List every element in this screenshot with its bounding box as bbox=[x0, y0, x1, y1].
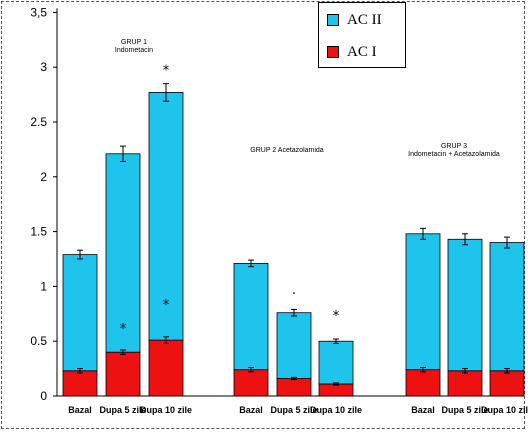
significance-marker: * bbox=[120, 322, 127, 337]
bar-ac-i bbox=[318, 383, 354, 397]
bar-ac-ii bbox=[148, 92, 184, 341]
legend: AC II AC I bbox=[318, 2, 406, 68]
legend-swatch-ac-i bbox=[327, 46, 339, 58]
group-label: GRUP 3 bbox=[441, 143, 467, 150]
significance-marker: * bbox=[163, 298, 170, 313]
legend-swatch-ac-ii bbox=[327, 14, 339, 26]
significance-marker: * bbox=[333, 309, 340, 324]
bar-ac-i bbox=[489, 370, 525, 397]
x-category-label: Dupa 10 zile bbox=[310, 405, 362, 415]
bar-ac-ii bbox=[233, 262, 269, 371]
legend-label-ac-ii: AC II bbox=[347, 11, 382, 28]
bar-ac-ii bbox=[318, 340, 354, 385]
x-category-label: Bazal bbox=[411, 405, 435, 415]
bar-ac-i bbox=[148, 339, 184, 397]
bar-ac-ii bbox=[489, 242, 525, 372]
bar-ac-i bbox=[62, 370, 98, 397]
y-tick-label: 2.5 bbox=[30, 115, 47, 129]
legend-entry-ac-ii: AC II bbox=[327, 12, 382, 28]
y-tick-label: 3,5 bbox=[30, 5, 47, 19]
group-label: Indometacin + Acetazolamida bbox=[408, 151, 500, 158]
bar-ac-ii bbox=[276, 312, 312, 379]
y-tick-label: 0 bbox=[40, 389, 47, 403]
bar-ac-ii bbox=[447, 238, 483, 372]
x-category-label: Dupa 10 zile bbox=[481, 405, 528, 415]
legend-entry-ac-i: AC I bbox=[327, 44, 377, 60]
y-tick-label: 0.5 bbox=[30, 334, 47, 348]
x-category-label: Bazal bbox=[239, 405, 263, 415]
bar-ac-ii bbox=[405, 233, 441, 371]
bar-ac-ii bbox=[105, 153, 141, 353]
x-category-label: Dupa 5 zile bbox=[270, 405, 317, 415]
group-label: GRUP 1 bbox=[121, 39, 147, 46]
legend-label-ac-i: AC I bbox=[347, 43, 377, 60]
y-tick-label: 3 bbox=[40, 60, 47, 74]
y-tick-label: 1.5 bbox=[30, 225, 47, 239]
bar-ac-i bbox=[405, 369, 441, 397]
significance-marker: * bbox=[163, 63, 170, 78]
bar-ac-i bbox=[105, 351, 141, 397]
group-label: GRUP 2 Acetazolamida bbox=[250, 147, 324, 154]
bar-ac-i bbox=[447, 370, 483, 397]
y-tick-label: 2 bbox=[40, 170, 47, 184]
x-category-label: Bazal bbox=[68, 405, 92, 415]
bar-ac-ii bbox=[62, 254, 98, 372]
significance-marker: · bbox=[292, 287, 296, 302]
bar-ac-i bbox=[233, 369, 269, 397]
x-category-label: Dupa 5 zile bbox=[441, 405, 488, 415]
x-category-label: Dupa 10 zile bbox=[140, 405, 192, 415]
group-label: Indometacin bbox=[115, 47, 153, 54]
bar-ac-i bbox=[276, 378, 312, 397]
y-tick-label: 1 bbox=[40, 279, 47, 293]
x-category-label: Dupa 5 zile bbox=[99, 405, 146, 415]
